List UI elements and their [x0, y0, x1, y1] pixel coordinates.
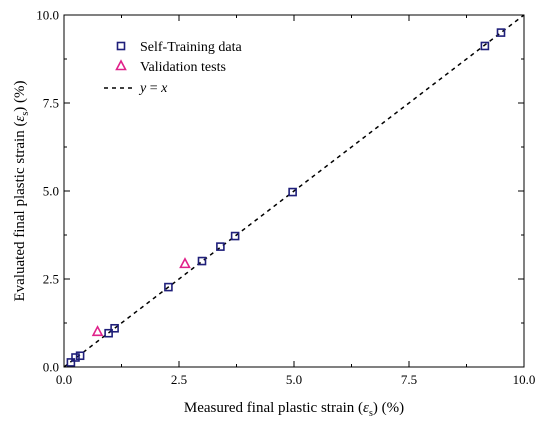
y-tick-label-3: 7.5: [43, 96, 59, 111]
self-training-point-2: [75, 351, 85, 361]
legend: Self-Training data Validation tests y = …: [104, 40, 243, 96]
x-axis-label: Measured final plastic strain (εs) (%): [184, 400, 404, 419]
self-training-point-11: [496, 28, 506, 37]
legend-label-validation: Validation tests: [140, 60, 226, 75]
self-training-point-6: [197, 256, 207, 266]
identity-line: [63, 14, 525, 368]
self-training-point-0: [66, 358, 76, 367]
validation-point-1: [179, 257, 191, 269]
data-layer: [63, 14, 525, 368]
self-training-point-7: [216, 242, 225, 251]
validation-point-0: [91, 325, 104, 337]
y-tick-label-2: 5.0: [43, 184, 59, 199]
self-training-point-5: [164, 282, 173, 292]
x-tick-label-3: 7.5: [401, 372, 417, 387]
axis-layer: 0.0 2.5 5.0 7.5 10.0 0.0 2.5 5.0 7.5 10.0: [36, 8, 535, 388]
y-tick-label-0: 0.0: [43, 360, 59, 375]
legend-label-self-training: Self-Training data: [140, 40, 243, 55]
legend-marker-self-training: [116, 41, 126, 51]
legend-label-identity-line: y = x: [138, 81, 168, 96]
x-tick-label-2: 5.0: [286, 372, 302, 387]
self-training-point-8: [230, 231, 240, 241]
y-tick-label-1: 2.5: [43, 272, 59, 287]
self-training-point-10: [480, 41, 490, 51]
self-training-point-9: [288, 187, 297, 197]
y-tick-label-4: 10.0: [36, 8, 59, 23]
self-training-point-4: [110, 323, 119, 333]
legend-marker-validation: [115, 59, 127, 71]
self-training-point-3: [104, 328, 113, 338]
x-tick-label-1: 2.5: [171, 372, 187, 387]
self-training-point-1: [71, 353, 80, 362]
x-tick-label-0: 0.0: [56, 372, 72, 387]
y-axis-label: Evaluated final plastic strain (εs) (%): [12, 80, 31, 301]
x-tick-label-4: 10.0: [513, 372, 536, 387]
